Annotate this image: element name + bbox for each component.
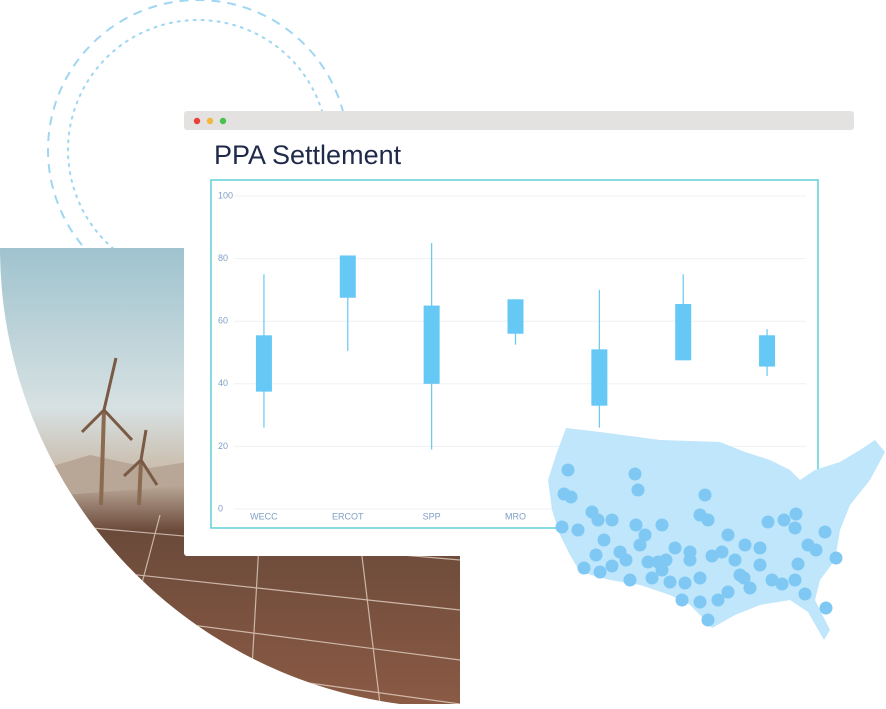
map-dot [819,601,833,615]
candle-body [591,349,608,406]
x-tick-label: WECC [250,511,278,521]
map-dot [678,576,692,590]
chart-title: PPA Settlement [214,140,402,170]
map-dot [705,549,719,563]
map-dot [629,518,643,532]
y-tick-label: 80 [218,253,228,263]
y-tick-label: 60 [218,316,228,326]
map-dot [571,523,585,537]
map-dot [593,565,607,579]
y-tick-label: 40 [218,378,228,388]
us-map [548,428,885,640]
window-minimize [206,117,214,125]
map-dot [577,561,591,575]
map-dot [645,571,659,585]
map-dot [788,521,802,535]
map-dot [641,555,655,569]
map-dot [721,528,735,542]
map-dot [698,488,712,502]
map-dot [798,587,812,601]
map-dot [638,528,652,542]
map-dot [788,573,802,587]
map-dot [631,483,645,497]
map-dot [701,513,715,527]
map-dot [555,520,569,534]
map-dot [791,557,805,571]
chart-frame [210,179,819,529]
map-dot [605,559,619,573]
window-zoom [219,117,227,125]
window-close [193,117,201,125]
candle-body [423,305,440,384]
x-tick-label: SPP [423,511,441,521]
map-dot [818,525,832,539]
map-dot [675,593,689,607]
map-dot [561,463,575,477]
map-dot [789,507,803,521]
candle-body [759,335,776,367]
map-dot [701,613,715,627]
candle-body [507,299,524,334]
map-dot [589,548,603,562]
map-dot [628,467,642,481]
candle-body [339,255,356,298]
map-dot [591,513,605,527]
y-tick-label: 100 [218,190,233,200]
x-tick-label: ERCOT [332,511,364,521]
map-dot [761,515,775,529]
x-tick-label: MRO [505,511,526,521]
map-dot [737,571,751,585]
map-dot [693,595,707,609]
map-dot [605,513,619,527]
y-tick-label: 0 [218,503,223,513]
y-tick-label: 20 [218,441,228,451]
map-dot [721,585,735,599]
map-dot [728,553,742,567]
map-dot [663,575,677,589]
map-dot [738,538,752,552]
map-dot [655,518,669,532]
map-dot [753,541,767,555]
map-dot [753,558,767,572]
map-dot [775,577,789,591]
map-dot [633,538,647,552]
map-dot [564,490,578,504]
map-dot [651,555,665,569]
map-dot [693,571,707,585]
map-dot [829,551,843,565]
plot: 0 20 40 60 80 100 WECC ERCOT SPP MRO [218,190,806,521]
window-titlebar [184,111,854,130]
map-dot [683,545,697,559]
map-dot [623,573,637,587]
map-dot [668,541,682,555]
map-dot [777,513,791,527]
map-dot [711,593,725,607]
map-dot [809,543,823,557]
map-dot [715,545,729,559]
map-dot [765,573,779,587]
map-dot [743,581,757,595]
candle-body [255,335,272,392]
candle-body [675,303,692,361]
map-dot [597,533,611,547]
map-dot [619,553,633,567]
